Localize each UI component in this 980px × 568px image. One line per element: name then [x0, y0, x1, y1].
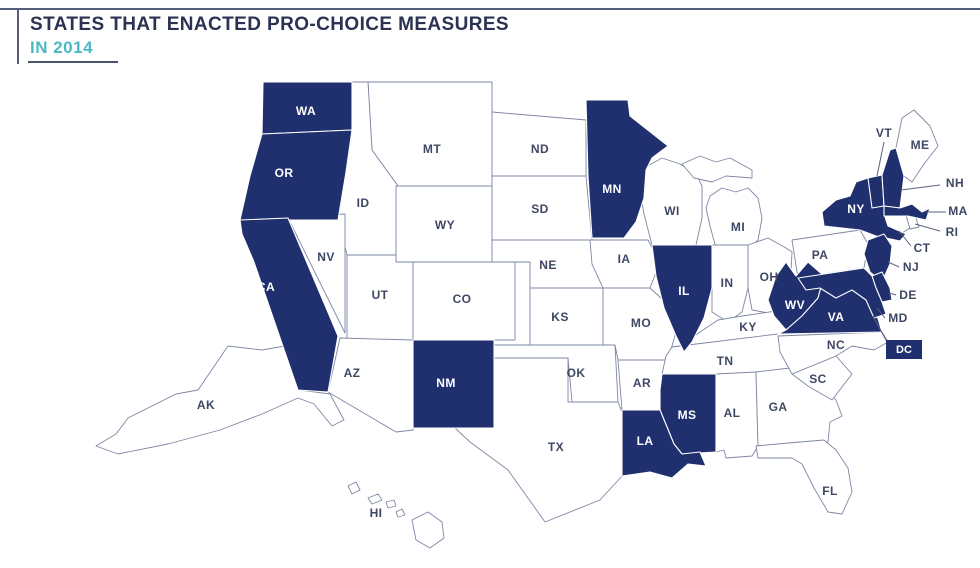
- state-label-tn: TN: [717, 354, 734, 368]
- dc-badge-box: [886, 340, 922, 359]
- state-label-ky: KY: [739, 320, 756, 334]
- state-label-or: OR: [275, 166, 294, 180]
- state-label-fl: FL: [822, 484, 837, 498]
- title-block: STATES THAT ENACTED PRO-CHOICE MEASURES …: [0, 0, 980, 70]
- state-label-la: LA: [637, 434, 654, 448]
- dc-badge: DC: [886, 340, 922, 359]
- state-label-va: VA: [828, 310, 845, 324]
- leader-line-nj: [887, 261, 900, 268]
- state-shape-mi: [681, 155, 763, 249]
- state-label-nh: NH: [946, 176, 964, 190]
- state-label-ma: MA: [948, 204, 967, 218]
- state-label-wa: WA: [296, 104, 316, 118]
- state-label-vt: VT: [876, 126, 892, 140]
- state-label-sd: SD: [531, 202, 548, 216]
- leader-line-vt: [876, 141, 885, 177]
- state-label-ny: NY: [847, 202, 864, 216]
- state-label-in: IN: [721, 276, 734, 290]
- state-shape-fl: [755, 439, 853, 515]
- state-shape-ca: [239, 217, 339, 393]
- state-shape-hi: [347, 481, 445, 549]
- state-label-ar: AR: [633, 376, 651, 390]
- state-label-sc: SC: [809, 372, 826, 386]
- state-label-md: MD: [888, 311, 907, 325]
- state-label-oh: OH: [760, 270, 779, 284]
- state-label-id: ID: [357, 196, 370, 210]
- state-label-ct: CT: [914, 241, 931, 255]
- state-label-wv: WV: [785, 298, 805, 312]
- state-label-az: AZ: [344, 366, 361, 380]
- state-label-ms: MS: [678, 408, 697, 422]
- state-label-wy: WY: [435, 218, 455, 232]
- state-label-mt: MT: [423, 142, 441, 156]
- state-label-ok: OK: [567, 366, 586, 380]
- leader-line-ri: [914, 223, 941, 232]
- leader-line-nh: [900, 184, 941, 191]
- state-shape-me: [889, 109, 939, 183]
- state-label-tx: TX: [548, 440, 564, 454]
- state-label-mo: MO: [631, 316, 651, 330]
- state-shape-nm: [412, 339, 495, 429]
- state-label-ga: GA: [769, 400, 788, 414]
- state-shape-ak: [95, 343, 345, 455]
- state-label-wi: WI: [664, 204, 679, 218]
- state-label-il: IL: [678, 284, 689, 298]
- states-layer-unhighlighted: [95, 81, 939, 549]
- leader-line-de: [888, 292, 897, 296]
- state-label-nv: NV: [317, 250, 334, 264]
- state-label-ne: NE: [539, 258, 556, 272]
- state-label-mn: MN: [602, 182, 621, 196]
- leader-line-dc: [872, 315, 888, 343]
- page-title: STATES THAT ENACTED PRO-CHOICE MEASURES: [30, 14, 510, 35]
- page-subtitle: IN 2014: [30, 38, 94, 57]
- subtitle-underline: [28, 61, 118, 63]
- state-label-mi: MI: [731, 220, 745, 234]
- top-rule: [0, 8, 980, 10]
- leader-line-md: [876, 307, 886, 319]
- state-shape-co: [412, 261, 516, 341]
- states-layer-highlighted: [239, 81, 931, 479]
- state-shape-ma: [883, 203, 931, 221]
- state-label-hi: HI: [370, 506, 383, 520]
- state-shape-la: [621, 409, 707, 479]
- state-label-de: DE: [899, 288, 916, 302]
- state-shape-il: [651, 244, 713, 353]
- dc-badge-label: DC: [896, 344, 912, 356]
- leader-lines-layer: [872, 141, 946, 343]
- state-label-al: AL: [724, 406, 741, 420]
- state-label-nm: NM: [436, 376, 455, 390]
- state-shape-nc: [777, 331, 889, 375]
- state-label-me: ME: [911, 138, 930, 152]
- state-shape-nj: [863, 233, 893, 283]
- state-label-nj: NJ: [903, 260, 919, 274]
- state-label-co: CO: [453, 292, 472, 306]
- state-label-pa: PA: [812, 248, 829, 262]
- state-label-ri: RI: [946, 225, 959, 239]
- state-label-ks: KS: [551, 310, 568, 324]
- state-labels-layer: MT ID WY NV UT CO AZ ND SD NE KS OK TX IA MO AR WI MI IN OH…: [197, 104, 967, 520]
- state-label-nd: ND: [531, 142, 549, 156]
- leader-line-ct: [898, 230, 912, 247]
- state-shape-or: [239, 129, 353, 221]
- state-label-nc: NC: [827, 338, 845, 352]
- state-label-ak: AK: [197, 398, 215, 412]
- state-label-ut: UT: [372, 288, 389, 302]
- state-label-ia: IA: [618, 252, 631, 266]
- state-shape-wi: [639, 157, 703, 246]
- left-rule: [17, 8, 19, 64]
- state-label-ca: CA: [257, 280, 275, 294]
- state-shape-mn: [585, 99, 669, 239]
